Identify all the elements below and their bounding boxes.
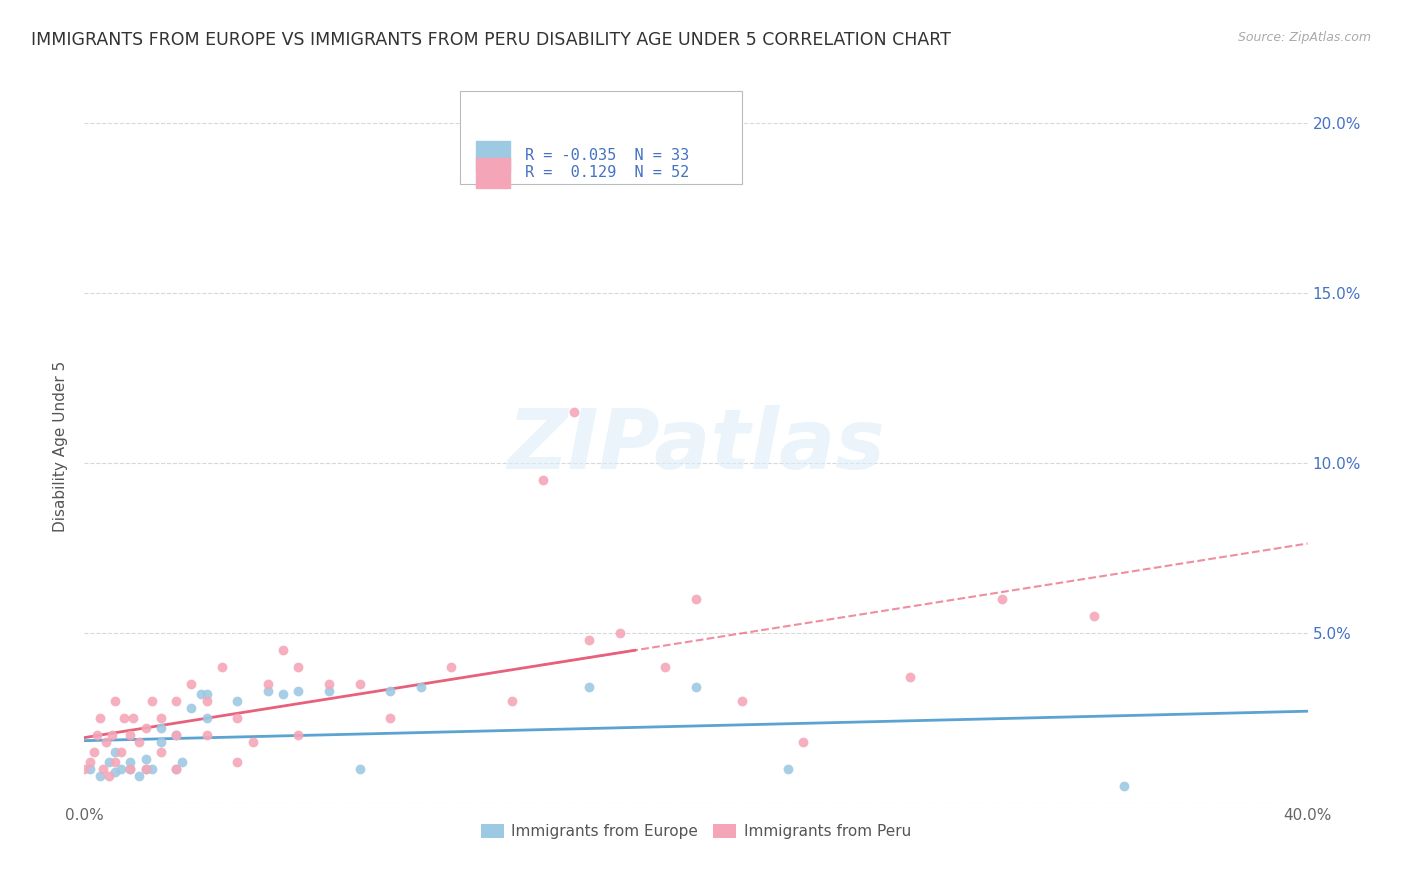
Point (172, 755, 194, 769)
Point (89, 769, 111, 783)
Point (257, 677, 280, 691)
Point (104, 694, 127, 708)
Point (226, 711, 249, 725)
Point (112, 711, 135, 725)
Point (685, 591, 707, 606)
Point (531, 473, 554, 487)
Point (562, 405, 585, 419)
Point (135, 762, 157, 776)
Point (195, 711, 218, 725)
Point (609, 626, 631, 640)
Point (122, 711, 145, 725)
Point (190, 687, 212, 701)
Point (318, 683, 340, 698)
Point (287, 728, 309, 742)
Point (349, 762, 371, 776)
Point (380, 711, 402, 725)
FancyBboxPatch shape (475, 141, 510, 171)
Point (654, 660, 676, 674)
Point (120, 762, 142, 776)
Point (440, 660, 463, 674)
Point (502, 694, 524, 708)
Point (149, 734, 172, 748)
Point (97, 769, 120, 783)
Text: Source: ZipAtlas.com: Source: ZipAtlas.com (1237, 31, 1371, 45)
Point (89, 711, 111, 725)
FancyBboxPatch shape (475, 158, 510, 188)
Point (104, 745, 127, 759)
Point (409, 680, 432, 694)
Point (120, 762, 142, 776)
Point (380, 683, 402, 698)
Text: IMMIGRANTS FROM EUROPE VS IMMIGRANTS FROM PERU DISABILITY AGE UNDER 5 CORRELATIO: IMMIGRANTS FROM EUROPE VS IMMIGRANTS FRO… (31, 31, 950, 49)
Point (792, 734, 814, 748)
Text: R = -0.035  N = 33: R = -0.035 N = 33 (524, 148, 689, 163)
Point (135, 721, 157, 735)
Point (149, 721, 172, 735)
Point (195, 694, 218, 708)
Point (242, 734, 264, 748)
Point (271, 687, 294, 701)
Point (898, 670, 921, 684)
Point (101, 728, 124, 742)
Point (141, 762, 163, 776)
Point (104, 755, 127, 769)
Point (165, 694, 187, 708)
Point (776, 762, 799, 776)
Point (165, 762, 187, 776)
Point (165, 728, 187, 742)
Point (226, 755, 249, 769)
Point (128, 734, 150, 748)
Point (287, 660, 309, 674)
Point (97, 755, 120, 769)
Point (578, 632, 600, 647)
Point (79, 755, 101, 769)
Point (128, 769, 150, 783)
Point (79, 762, 101, 776)
Point (195, 687, 218, 701)
Point (110, 745, 132, 759)
FancyBboxPatch shape (460, 91, 742, 184)
Text: ZIPatlas: ZIPatlas (508, 406, 884, 486)
Point (211, 660, 233, 674)
Legend: Immigrants from Europe, Immigrants from Peru: Immigrants from Europe, Immigrants from … (475, 818, 917, 845)
Point (110, 762, 132, 776)
Point (149, 745, 172, 759)
Y-axis label: Disability Age Under 5: Disability Age Under 5 (53, 360, 69, 532)
Point (257, 683, 280, 698)
Point (86, 728, 108, 742)
Point (83, 745, 105, 759)
Point (349, 677, 371, 691)
Text: R =  0.129  N = 52: R = 0.129 N = 52 (524, 165, 689, 180)
Point (195, 728, 218, 742)
Point (91, 762, 114, 776)
Point (165, 728, 187, 742)
Point (578, 680, 600, 694)
Point (180, 677, 202, 691)
Point (135, 762, 157, 776)
Point (1114, 779, 1136, 793)
Point (94, 734, 117, 748)
Point (180, 700, 202, 714)
Point (685, 680, 707, 694)
Point (120, 728, 142, 742)
Point (1083, 608, 1105, 623)
Point (73, 762, 96, 776)
Point (165, 762, 187, 776)
Point (226, 694, 249, 708)
Point (318, 677, 340, 691)
Point (287, 683, 309, 698)
Point (149, 711, 172, 725)
Point (731, 694, 754, 708)
Point (271, 643, 294, 657)
Point (141, 694, 163, 708)
Point (991, 591, 1014, 606)
Point (135, 751, 157, 765)
Point (104, 765, 127, 780)
Point (120, 755, 142, 769)
